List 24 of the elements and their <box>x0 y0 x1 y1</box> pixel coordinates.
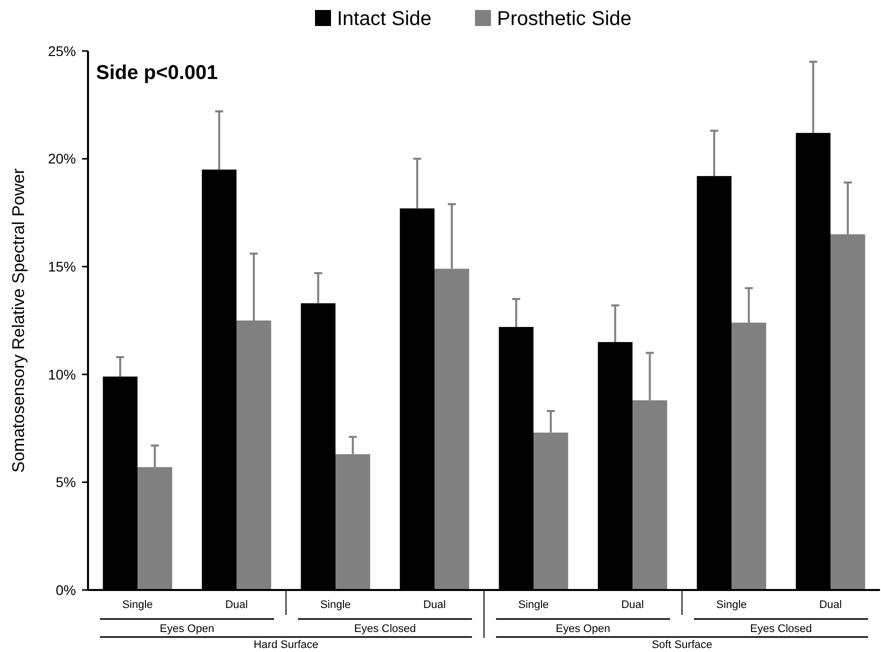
x-tick-label: Dual <box>423 599 446 611</box>
text: Eyes Closed <box>354 623 416 635</box>
x-tick-label: Single <box>716 599 747 611</box>
y-tick-label: 25% <box>48 42 76 59</box>
text: Eyes Closed <box>750 623 812 635</box>
x-tick-label: Dual <box>225 599 248 611</box>
y-tick-label: 20% <box>48 150 76 167</box>
x-tick-label: Single <box>518 599 549 611</box>
y-tick-label: 5% <box>56 474 76 490</box>
x-tick-label: Dual <box>819 599 842 611</box>
text: Hard Surface <box>254 639 318 651</box>
y-axis-title: Somatosensory Relative Spectral Power <box>9 168 28 473</box>
legend-label: Intact Side <box>337 8 432 30</box>
text: Eyes Open <box>160 623 214 635</box>
y-tick-label: 0% <box>56 582 76 598</box>
annotation: Side p<0.001 <box>96 62 218 84</box>
x-tick-label: Single <box>320 599 351 611</box>
legend-label: Prosthetic Side <box>497 8 632 30</box>
text: Eyes Open <box>556 623 610 635</box>
x-tick-label: Dual <box>621 599 644 611</box>
text: Soft Surface <box>652 639 712 651</box>
x-tick-label: Single <box>122 599 153 611</box>
y-tick-label: 10% <box>48 366 76 382</box>
y-tick-label: 15% <box>48 258 76 274</box>
